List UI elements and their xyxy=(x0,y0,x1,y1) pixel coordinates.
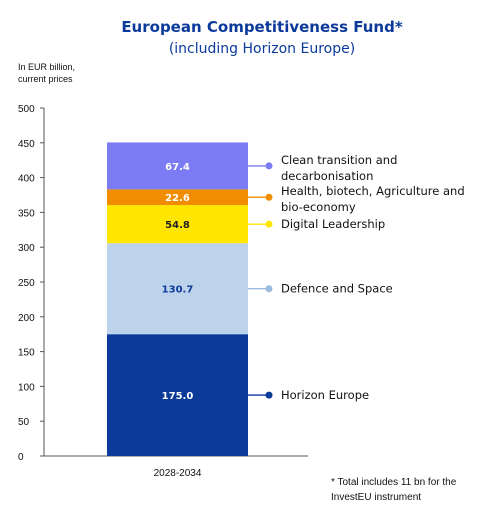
legend-label: Horizon Europe xyxy=(281,388,369,402)
y-tick-label: 0 xyxy=(18,452,24,463)
footnote-line: InvestEU instrument xyxy=(331,492,421,503)
y-axis-label-line: current prices xyxy=(18,74,73,84)
data-label: 67.4 xyxy=(165,162,190,173)
data-label: 54.8 xyxy=(165,220,190,231)
legend-marker xyxy=(265,220,273,228)
y-tick-label: 300 xyxy=(18,243,35,254)
y-tick-label: 200 xyxy=(18,313,35,324)
bar-segment-clean-transition-and-decarbonisation xyxy=(107,142,248,190)
y-tick-label: 350 xyxy=(18,208,35,219)
y-tick-label: 100 xyxy=(18,382,35,393)
footnote-line: * Total includes 11 bn for the xyxy=(331,477,457,488)
data-label: 175.0 xyxy=(162,391,194,402)
y-tick-label: 400 xyxy=(18,174,35,185)
chart-title: European Competitiveness Fund* xyxy=(121,18,403,36)
bar-segment-digital-leadership xyxy=(107,205,248,244)
bar-segment-health-biotech-agriculture-and-bio-economy xyxy=(107,189,248,206)
legend-label: Digital Leadership xyxy=(281,217,385,231)
bar-segment-defence-and-space xyxy=(107,243,248,335)
y-tick-label: 500 xyxy=(18,104,35,115)
legend-marker xyxy=(265,391,273,399)
y-axis-label-line: In EUR billion, xyxy=(18,62,75,72)
y-tick-label: 450 xyxy=(18,139,35,150)
y-tick-label: 250 xyxy=(18,278,35,289)
legend-marker xyxy=(265,162,273,170)
legend-marker xyxy=(265,285,273,293)
legend-label: Health, biotech, Agriculture and xyxy=(281,184,465,198)
data-label: 130.7 xyxy=(162,285,194,296)
legend-label: Clean transition and xyxy=(281,153,397,167)
legend-label: Defence and Space xyxy=(281,282,393,296)
legend-label: decarbonisation xyxy=(281,169,373,183)
bar-segment-horizon-europe xyxy=(107,334,248,456)
legend-label: bio-economy xyxy=(281,200,356,214)
y-tick-label: 50 xyxy=(18,417,30,428)
legend-marker xyxy=(265,193,273,201)
chart-subtitle: (including Horizon Europe) xyxy=(169,41,355,57)
data-label: 22.6 xyxy=(165,193,190,204)
y-tick-label: 150 xyxy=(18,348,35,359)
x-tick-label: 2028-2034 xyxy=(154,468,202,479)
